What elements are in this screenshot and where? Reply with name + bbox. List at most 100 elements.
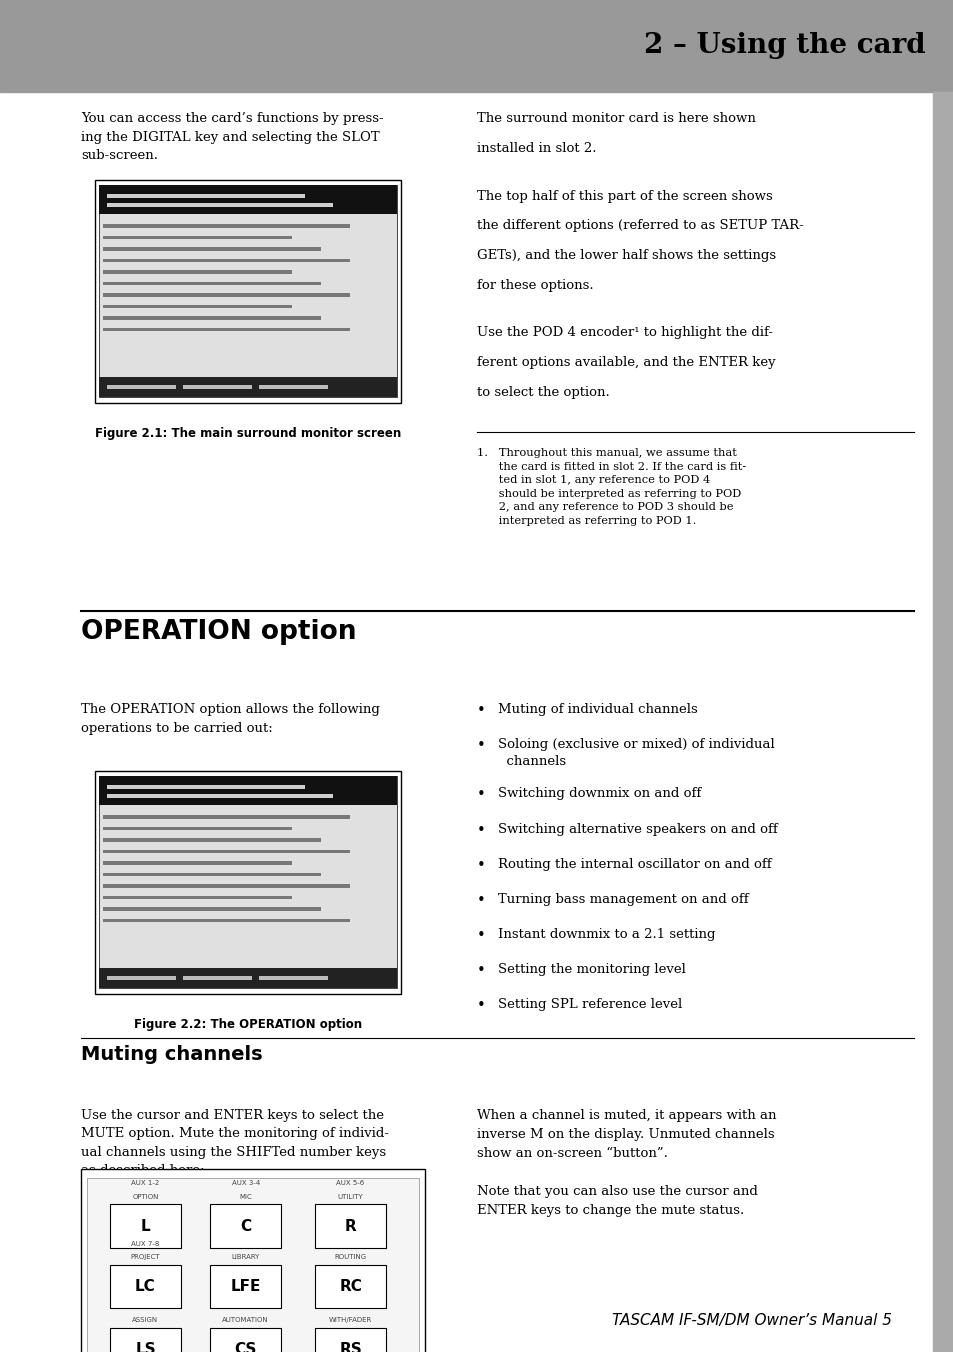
Text: •: • (476, 822, 485, 837)
Bar (110, 1265, 181, 1309)
Bar (103, 316, 320, 319)
Text: Switching alternative speakers on and off: Switching alternative speakers on and of… (497, 822, 777, 836)
Text: installed in slot 2.: installed in slot 2. (476, 142, 596, 155)
Bar (99, 377, 396, 397)
Text: C: C (240, 1218, 251, 1233)
Bar (110, 1205, 181, 1248)
Text: Soloing (exclusive or mixed) of individual
  channels: Soloing (exclusive or mixed) of individu… (497, 738, 774, 768)
Text: for these options.: for these options. (476, 279, 593, 292)
Text: Muting of individual channels: Muting of individual channels (497, 703, 697, 717)
Bar (107, 203, 333, 207)
Text: LS: LS (135, 1343, 155, 1352)
Bar (103, 838, 320, 841)
Bar (103, 235, 292, 239)
Text: GETs), and the lower half shows the settings: GETs), and the lower half shows the sett… (476, 249, 776, 262)
Text: Muting channels: Muting channels (81, 1045, 262, 1064)
Text: PROJECT: PROJECT (131, 1255, 160, 1260)
Text: UTILITY: UTILITY (337, 1194, 363, 1199)
Bar (95, 180, 400, 403)
Text: L: L (140, 1218, 151, 1233)
Text: R: R (344, 1218, 356, 1233)
Text: AUX 5-6: AUX 5-6 (336, 1180, 364, 1186)
Bar (81, 1169, 424, 1352)
Bar (99, 185, 396, 214)
Text: to select the option.: to select the option. (476, 385, 609, 399)
Text: Figure 2.1: The main surround monitor screen: Figure 2.1: The main surround monitor sc… (94, 427, 401, 441)
Bar (99, 968, 396, 988)
Text: Use the cursor and ENTER keys to select the
MUTE option. Mute the monitoring of : Use the cursor and ENTER keys to select … (81, 1109, 389, 1178)
Bar (183, 976, 252, 980)
Text: Use the POD 4 encoder¹ to highlight the dif-: Use the POD 4 encoder¹ to highlight the … (476, 326, 772, 339)
Bar (314, 1328, 386, 1352)
Text: The surround monitor card is here shown: The surround monitor card is here shown (476, 112, 755, 126)
Bar (99, 776, 396, 988)
Text: •: • (476, 927, 485, 942)
Text: WITH/FADER: WITH/FADER (329, 1317, 372, 1324)
Text: OPERATION option: OPERATION option (81, 619, 356, 645)
Text: The OPERATION option allows the following
operations to be carried out:: The OPERATION option allows the followin… (81, 703, 379, 734)
Bar (210, 1205, 281, 1248)
Text: LIBRARY: LIBRARY (232, 1255, 259, 1260)
Bar (95, 771, 400, 994)
Text: Turning bass management on and off: Turning bass management on and off (497, 892, 748, 906)
Text: You can access the card’s functions by press-
ing the DIGITAL key and selecting : You can access the card’s functions by p… (81, 112, 383, 162)
Text: ferent options available, and the ENTER key: ferent options available, and the ENTER … (476, 356, 775, 369)
Text: ASSIGN: ASSIGN (132, 1317, 158, 1324)
Text: •: • (476, 787, 485, 802)
Bar (107, 794, 333, 798)
Text: The top half of this part of the screen shows: The top half of this part of the screen … (476, 189, 772, 203)
Text: CS: CS (234, 1343, 256, 1352)
Text: LFE: LFE (231, 1279, 260, 1294)
Bar (99, 776, 396, 804)
Text: LC: LC (135, 1279, 155, 1294)
Bar (103, 327, 349, 331)
Bar (103, 270, 292, 273)
Bar (87, 1178, 418, 1352)
Text: OPTION: OPTION (132, 1194, 158, 1199)
Bar (103, 918, 349, 922)
Bar (110, 1328, 181, 1352)
Bar (103, 895, 292, 899)
Text: TASCAM IF-SM/DM Owner’s Manual 5: TASCAM IF-SM/DM Owner’s Manual 5 (611, 1313, 891, 1328)
Text: 2 – Using the card: 2 – Using the card (643, 32, 924, 59)
Bar (103, 815, 349, 818)
Text: •: • (476, 857, 485, 872)
Bar (0, 0, 953, 92)
Bar (103, 872, 320, 876)
Bar (103, 293, 349, 296)
Bar (103, 884, 349, 887)
Text: •: • (476, 998, 485, 1013)
Bar (99, 185, 396, 397)
Text: Figure 2.2: The OPERATION option: Figure 2.2: The OPERATION option (133, 1018, 362, 1032)
Bar (107, 784, 304, 788)
Bar (103, 861, 292, 864)
Text: Routing the internal oscillator on and off: Routing the internal oscillator on and o… (497, 857, 771, 871)
Text: Switching downmix on and off: Switching downmix on and off (497, 787, 700, 800)
Text: AUX 3-4: AUX 3-4 (232, 1180, 259, 1186)
Text: AUTOMATION: AUTOMATION (222, 1317, 269, 1324)
Text: When a channel is muted, it appears with an
inverse M on the display. Unmuted ch: When a channel is muted, it appears with… (476, 1109, 776, 1217)
Bar (103, 849, 349, 853)
Text: •: • (476, 963, 485, 977)
Bar (103, 281, 320, 285)
Bar (183, 385, 252, 389)
Text: •: • (476, 703, 485, 718)
Text: the different options (referred to as SETUP TAR-: the different options (referred to as SE… (476, 219, 803, 233)
Text: ROUTING: ROUTING (335, 1255, 366, 1260)
Bar (103, 304, 292, 308)
Bar (210, 1328, 281, 1352)
Text: RS: RS (339, 1343, 361, 1352)
Text: Setting SPL reference level: Setting SPL reference level (497, 998, 681, 1011)
Text: •: • (476, 738, 485, 753)
Bar (107, 193, 304, 197)
Text: AUX 1-2: AUX 1-2 (132, 1180, 159, 1186)
Bar (107, 976, 175, 980)
Bar (259, 385, 328, 389)
Bar (103, 247, 320, 250)
Text: Setting the monitoring level: Setting the monitoring level (497, 963, 685, 976)
Bar (259, 976, 328, 980)
Text: RC: RC (339, 1279, 361, 1294)
Bar (103, 907, 320, 910)
Text: 1.   Throughout this manual, we assume that
      the card is fitted in slot 2. : 1. Throughout this manual, we assume tha… (476, 448, 745, 526)
Bar (103, 224, 349, 227)
